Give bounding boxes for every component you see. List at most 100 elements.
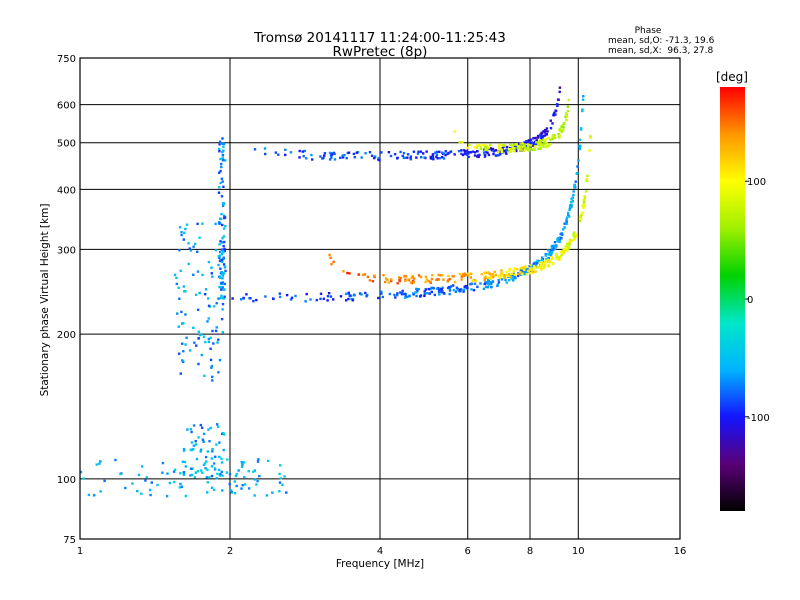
echo-point xyxy=(575,233,578,236)
echo-point xyxy=(197,362,200,366)
echo-point xyxy=(221,260,224,264)
echo-point xyxy=(534,270,537,273)
phase-colorbar: [deg] 100 0 -100 xyxy=(716,70,770,511)
echo-point xyxy=(199,448,203,451)
echo-point xyxy=(328,253,331,257)
echo-point xyxy=(192,444,196,447)
echo-point xyxy=(584,190,588,193)
echo-point xyxy=(469,276,472,279)
echo-point xyxy=(578,147,581,151)
echo-point xyxy=(511,275,514,279)
echo-point xyxy=(565,222,568,226)
echo-point xyxy=(119,472,122,476)
echo-point xyxy=(469,151,473,154)
echo-point xyxy=(550,252,553,256)
echo-point xyxy=(361,273,365,276)
echo-point xyxy=(500,274,504,277)
echo-point xyxy=(540,143,543,146)
echo-point xyxy=(460,288,463,291)
echo-point xyxy=(436,157,439,160)
echo-point xyxy=(220,294,223,297)
echo-point xyxy=(389,279,393,283)
echo-point xyxy=(541,256,544,259)
echo-point xyxy=(218,143,221,146)
plot-area: 1 2 4 6 8 10 16 75 100 200 300 400 500 600 750 xyxy=(57,54,686,557)
echo-point xyxy=(551,248,555,252)
echo-point xyxy=(211,329,214,333)
echo-point xyxy=(221,156,224,160)
echo-point xyxy=(552,114,556,117)
echo-point xyxy=(425,278,428,281)
echo-point xyxy=(221,489,224,492)
echo-point xyxy=(202,440,205,443)
echo-point xyxy=(469,282,473,286)
echo-point xyxy=(552,135,556,138)
echo-point xyxy=(479,282,482,285)
echo-point xyxy=(515,149,518,153)
echo-point xyxy=(487,146,491,149)
echo-point xyxy=(566,249,569,252)
echo-point xyxy=(565,216,569,219)
echo-point xyxy=(384,277,388,280)
echo-point xyxy=(198,333,202,337)
echo-point xyxy=(183,460,187,464)
echo-point xyxy=(217,191,221,194)
echo-point xyxy=(462,288,466,292)
echo-point xyxy=(542,138,545,141)
echo-point xyxy=(179,472,182,475)
echo-point xyxy=(465,153,469,156)
echo-point xyxy=(221,154,225,157)
echo-point xyxy=(417,274,421,277)
echo-point xyxy=(441,289,444,293)
echo-point xyxy=(525,272,528,276)
echo-point xyxy=(491,273,494,276)
echo-point xyxy=(467,273,470,277)
echo-point xyxy=(207,340,211,344)
colorbar-ticks: 100 0 -100 xyxy=(745,177,770,424)
echo-point xyxy=(366,293,369,297)
echo-point xyxy=(204,467,207,470)
echo-point xyxy=(407,278,410,281)
echo-point xyxy=(430,290,433,294)
echo-point xyxy=(194,471,197,474)
echo-point xyxy=(484,154,487,157)
echo-point xyxy=(222,263,226,266)
echo-point xyxy=(496,283,500,286)
echo-point xyxy=(192,245,195,248)
echo-point xyxy=(522,144,526,148)
echo-point xyxy=(173,468,177,471)
echo-point xyxy=(423,292,426,296)
echo-point xyxy=(511,144,514,147)
echo-point xyxy=(319,297,322,301)
echo-point xyxy=(444,150,447,153)
echo-point xyxy=(500,150,503,154)
echo-point xyxy=(326,299,329,302)
echo-point xyxy=(203,374,206,377)
echo-point xyxy=(218,256,221,259)
echo-point xyxy=(348,294,351,298)
echo-point xyxy=(206,491,209,494)
echo-point xyxy=(419,294,423,297)
echo-point xyxy=(179,269,182,272)
echo-point xyxy=(515,143,518,146)
echo-point xyxy=(131,482,134,485)
echo-point xyxy=(547,136,550,140)
echo-point xyxy=(549,261,552,264)
echo-point xyxy=(289,151,293,154)
echo-point xyxy=(217,338,220,341)
echo-point xyxy=(220,195,224,198)
echo-point xyxy=(453,153,456,156)
echo-point xyxy=(512,272,515,275)
echo-point xyxy=(179,482,182,486)
echo-point xyxy=(323,154,326,157)
echo-point xyxy=(568,238,572,241)
echo-point xyxy=(555,256,559,260)
echo-point xyxy=(471,279,474,282)
echo-point xyxy=(210,266,213,269)
echo-point xyxy=(473,154,477,157)
echo-point xyxy=(521,142,524,145)
echo-point xyxy=(404,279,407,283)
echo-point xyxy=(257,458,260,461)
echo-point xyxy=(427,279,430,283)
echo-point xyxy=(552,247,555,250)
